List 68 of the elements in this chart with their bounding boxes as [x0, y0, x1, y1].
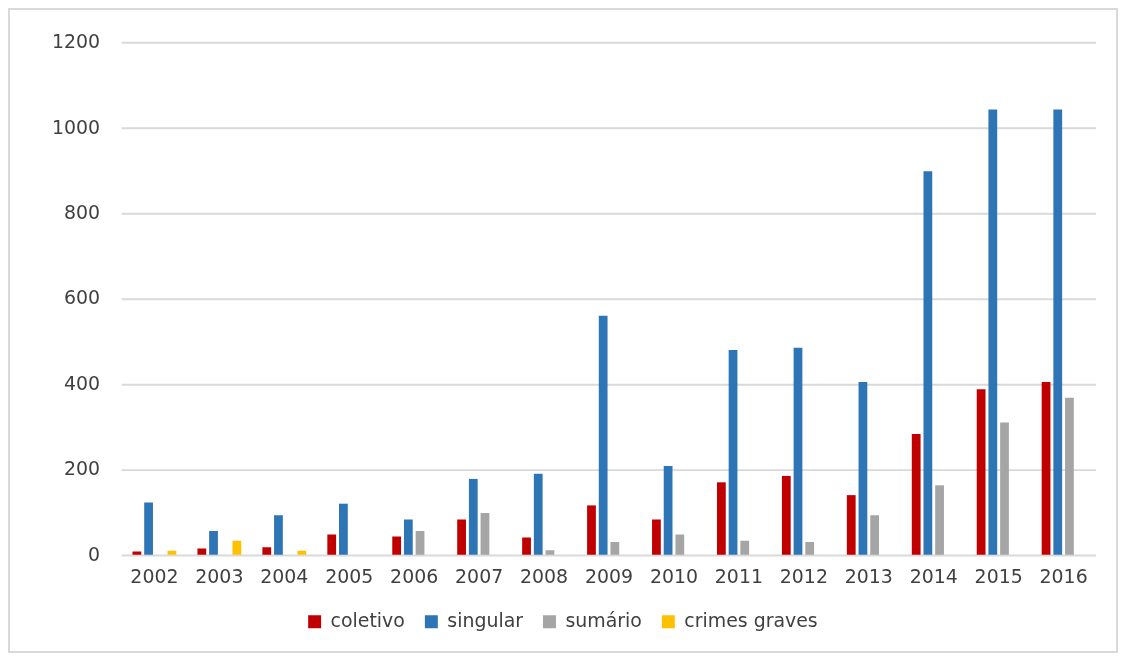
bar — [793, 347, 803, 555]
bar — [209, 531, 218, 555]
y-tick-label: 1000 — [51, 115, 101, 138]
x-tick-label: 2006 — [390, 564, 439, 587]
x-tick-label: 2007 — [455, 564, 504, 587]
bar — [675, 534, 685, 555]
bar — [610, 542, 620, 555]
bar — [870, 515, 880, 555]
x-tick-label: 2002 — [130, 564, 179, 587]
bar — [197, 548, 207, 555]
bar — [923, 171, 933, 555]
bar — [297, 550, 307, 555]
x-tick-label: 2011 — [714, 564, 763, 587]
x-tick-label: 2003 — [195, 564, 244, 587]
bar — [327, 534, 337, 555]
bar — [1041, 381, 1051, 555]
bar — [144, 502, 153, 555]
bar — [652, 519, 661, 555]
bar — [935, 485, 944, 555]
bar — [740, 540, 750, 555]
bar — [805, 542, 815, 555]
legend-label: crimes graves — [684, 608, 818, 631]
bar — [274, 515, 283, 555]
bar — [545, 550, 555, 555]
bar — [988, 109, 998, 555]
bar — [468, 478, 478, 555]
bar — [911, 434, 921, 555]
y-tick-label: 0 — [87, 542, 101, 565]
x-tick-label: 2008 — [520, 564, 569, 587]
legend-label: sumário — [565, 608, 642, 631]
bar — [262, 547, 272, 555]
bar — [663, 466, 673, 555]
bar — [1053, 109, 1063, 555]
bar — [1065, 397, 1074, 555]
x-tick-label: 2013 — [844, 564, 893, 587]
x-tick-label: 2009 — [584, 564, 634, 587]
bar — [728, 349, 738, 555]
y-tick-label: 400 — [63, 371, 101, 394]
y-tick-label: 800 — [63, 200, 101, 223]
bar — [781, 475, 791, 555]
bar — [716, 482, 726, 555]
bar — [533, 473, 543, 555]
legend-label: singular — [447, 608, 524, 631]
x-tick-label: 2004 — [260, 564, 309, 587]
y-tick-label: 600 — [63, 286, 101, 309]
bar — [846, 495, 856, 555]
bar — [587, 505, 596, 555]
x-tick-label: 2005 — [325, 564, 374, 587]
y-tick-label: 1200 — [51, 30, 101, 53]
x-tick-label: 2015 — [974, 564, 1023, 587]
bar — [339, 503, 348, 555]
x-tick-label: 2016 — [1039, 564, 1088, 587]
legend-label: coletivo — [330, 608, 405, 631]
bar — [232, 540, 242, 555]
bar — [598, 315, 608, 555]
bar — [457, 519, 466, 555]
bar — [480, 513, 490, 555]
bar — [522, 537, 531, 555]
y-tick-label: 200 — [63, 457, 101, 480]
x-tick-label: 2012 — [779, 564, 828, 587]
bar — [858, 381, 868, 555]
bar — [1000, 422, 1009, 555]
bar — [392, 536, 402, 555]
bar — [415, 531, 425, 555]
x-tick-label: 2014 — [909, 564, 958, 587]
bar — [976, 389, 986, 555]
x-tick-label: 2010 — [649, 564, 699, 587]
bar — [403, 519, 413, 555]
